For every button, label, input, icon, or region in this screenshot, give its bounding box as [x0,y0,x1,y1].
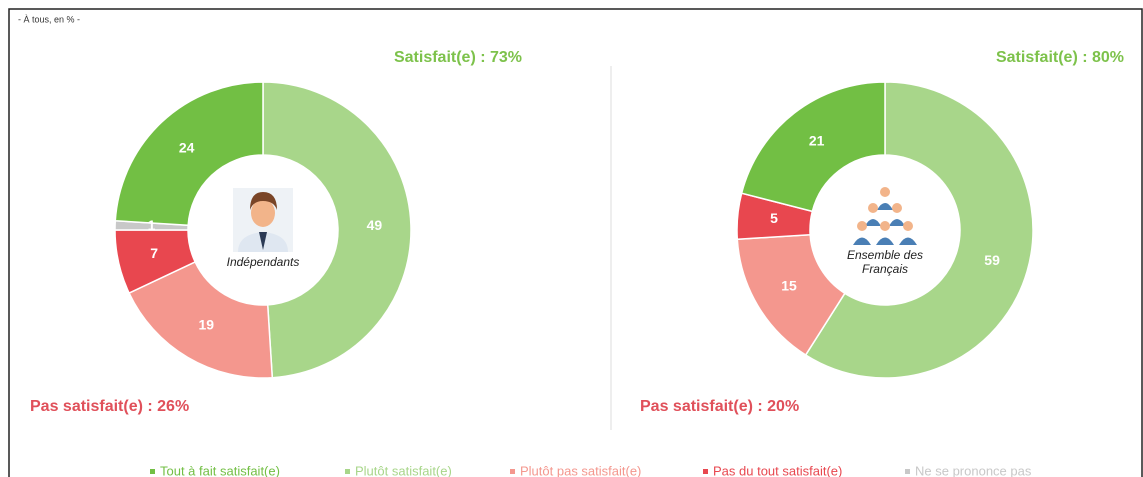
chart-title: Satisfait(e) : 73% [394,49,522,66]
chart-title: Satisfait(e) : 80% [996,49,1124,66]
annotation: Pas satisfait(e) : 26% [30,398,189,415]
value-label: 19 [198,317,214,333]
frame [8,8,1143,477]
group-icon [853,187,917,245]
annotation: Pas satisfait(e) : 20% [640,398,799,415]
value-label: 24 [179,139,195,155]
value-label: 21 [809,133,825,149]
person-icon [233,188,293,252]
value-label: 49 [367,217,383,233]
value-label: 5 [770,210,778,226]
legend-swatch [510,469,515,474]
value-label: 15 [781,277,797,293]
legend-label: Plutôt satisfait(e) [355,463,452,477]
legend-label: Tout à fait satisfait(e) [160,463,280,477]
legend-swatch [703,469,708,474]
value-label: 7 [150,245,158,261]
legend-swatch [905,469,910,474]
value-label: 1 [148,217,156,233]
legend-swatch [345,469,350,474]
legend-swatch [150,469,155,474]
legend-label: Ne se prononce pas [915,463,1032,477]
legend-label: Plutôt pas satisfait(e) [520,463,641,477]
subtitle: - À tous, en % - [18,14,80,24]
center-label: Ensemble des [847,248,923,262]
center-label: Indépendants [227,255,300,269]
center-label: Français [862,262,908,276]
value-label: 59 [984,252,1000,268]
legend-label: Pas du tout satisfait(e) [713,463,842,477]
